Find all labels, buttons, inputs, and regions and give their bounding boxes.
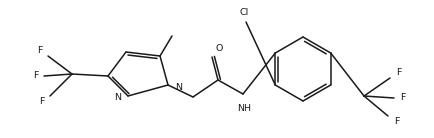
Text: F: F: [400, 94, 405, 103]
Text: N: N: [175, 83, 182, 91]
Text: O: O: [216, 44, 224, 53]
Text: F: F: [33, 71, 38, 80]
Text: N: N: [114, 92, 121, 102]
Text: Cl: Cl: [240, 8, 249, 17]
Text: NH: NH: [237, 104, 251, 113]
Text: F: F: [394, 117, 399, 126]
Text: F: F: [39, 97, 45, 106]
Text: F: F: [396, 68, 401, 77]
Text: F: F: [38, 46, 43, 55]
